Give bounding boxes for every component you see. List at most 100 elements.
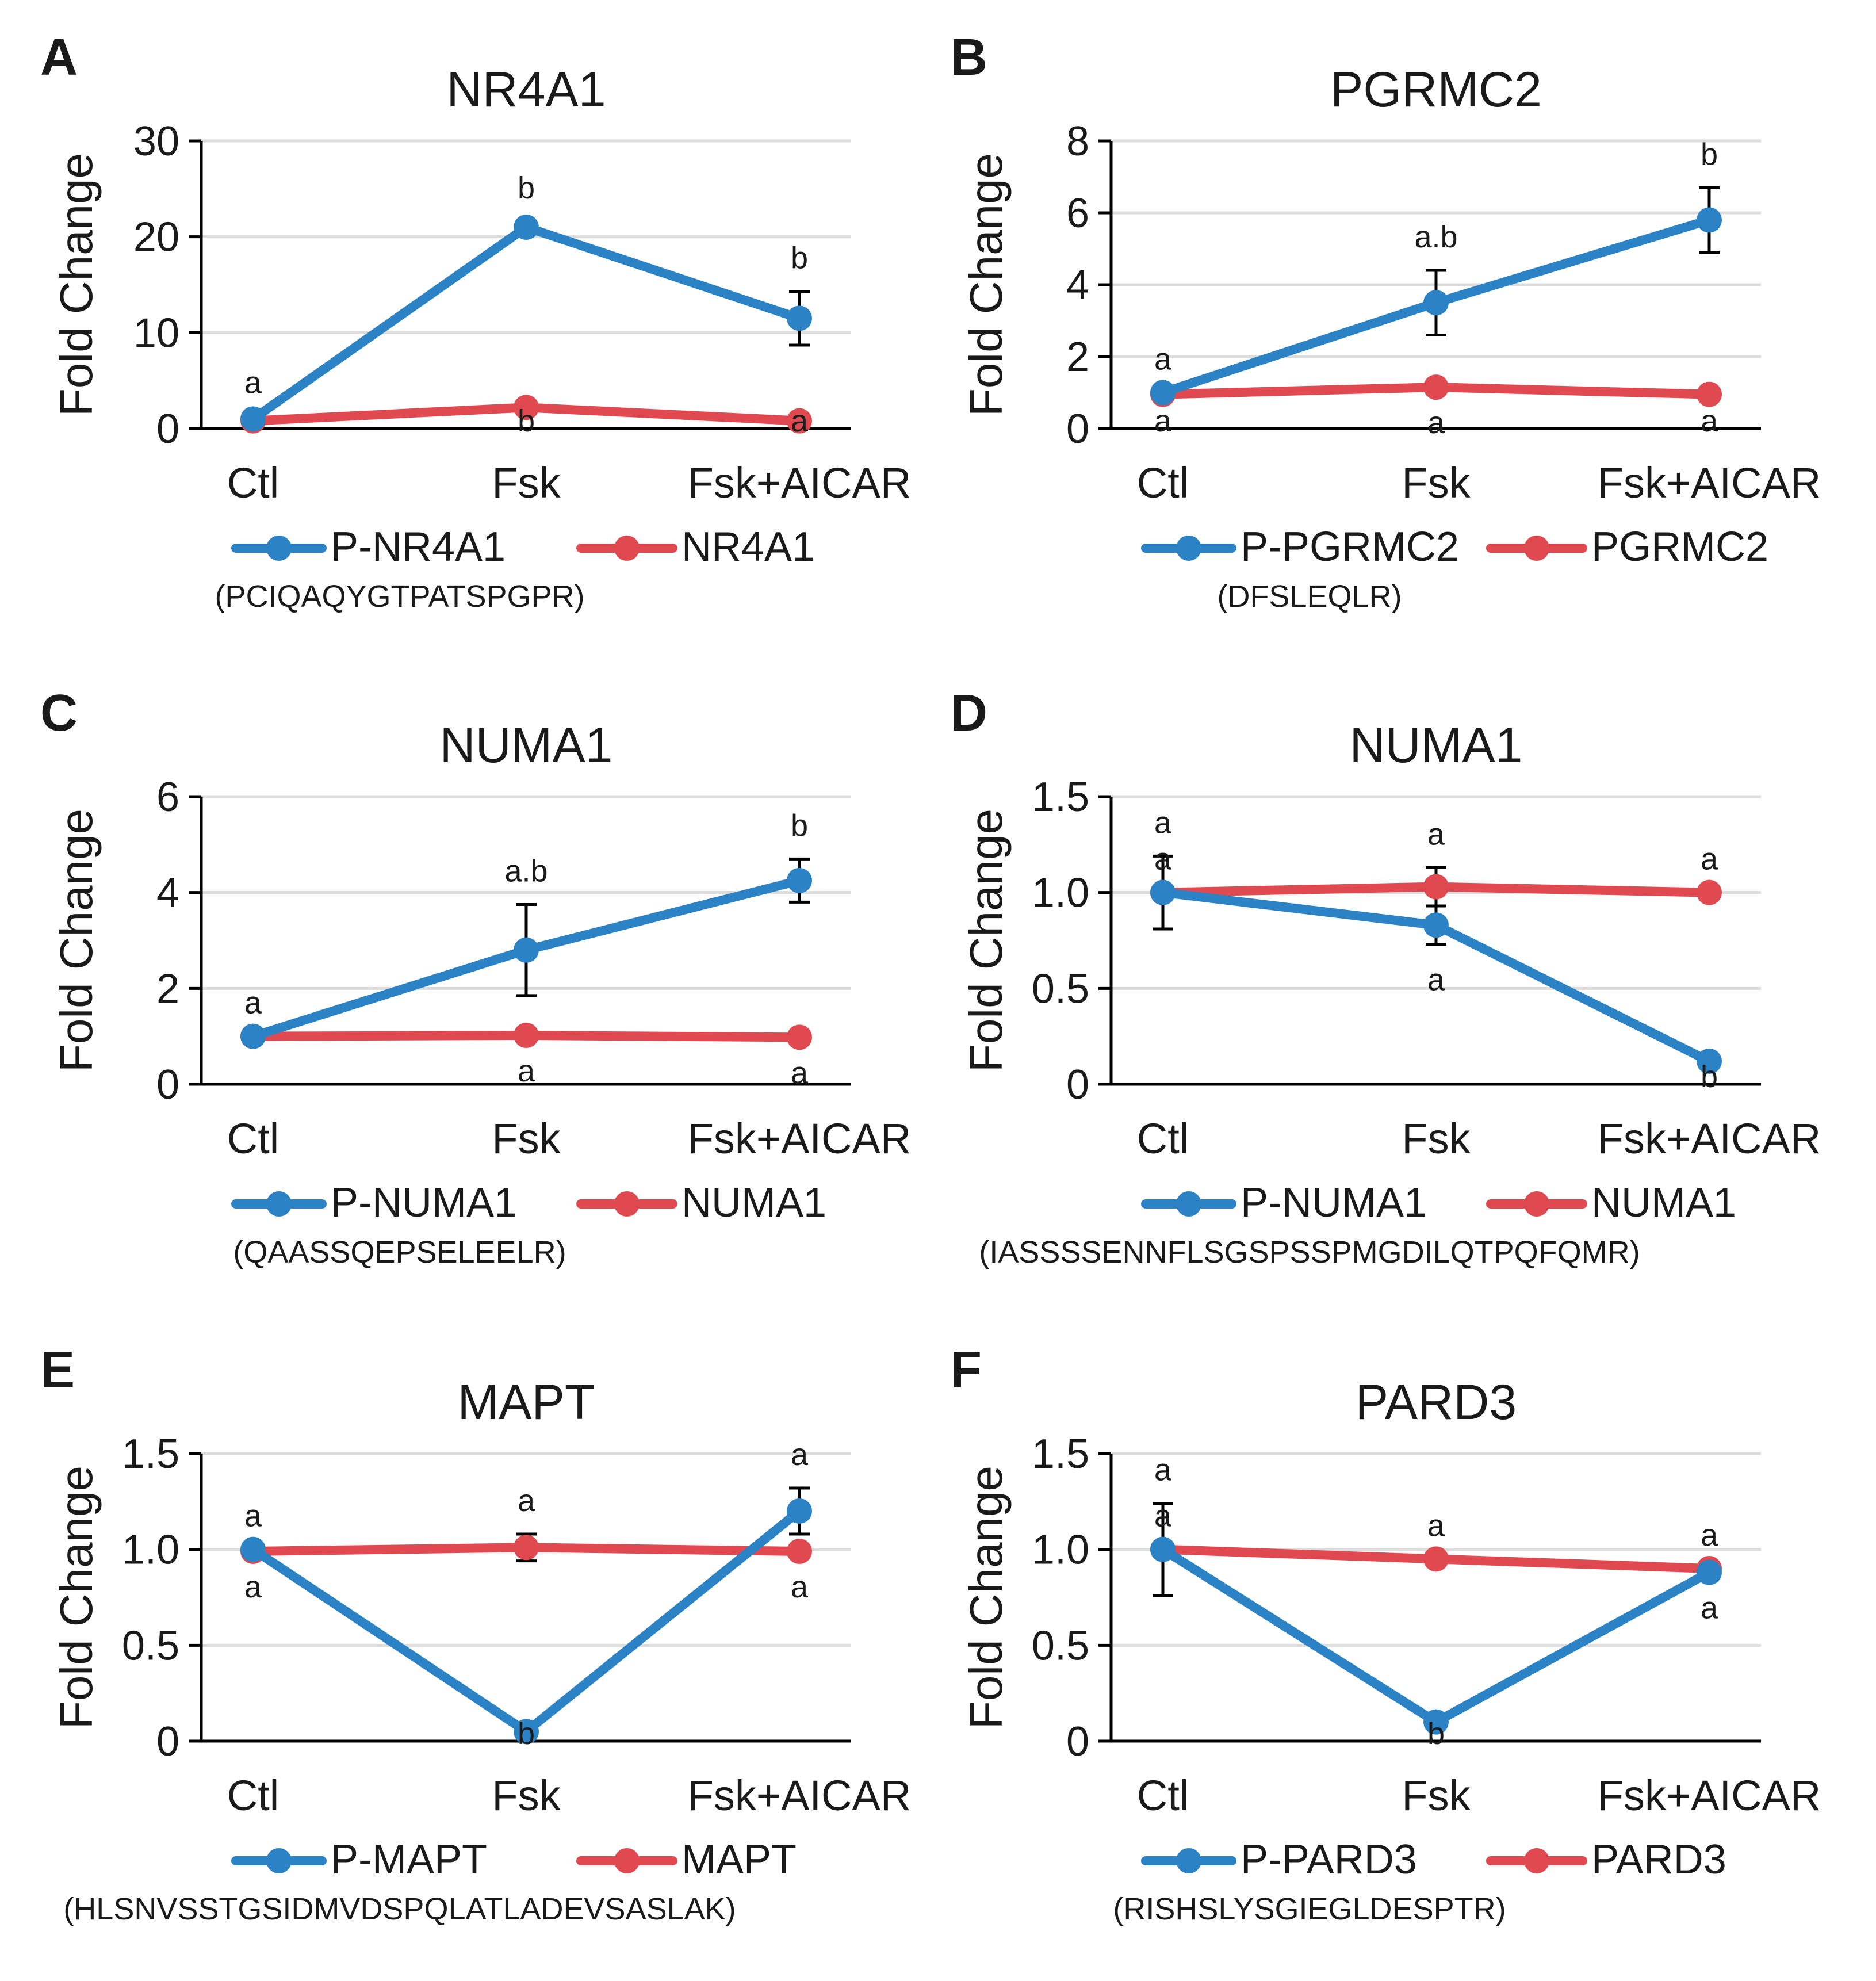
- chart-title: PGRMC2: [1330, 62, 1542, 117]
- x-tick-label: Fsk+AICAR: [688, 1772, 912, 1819]
- y-tick-label: 0: [1066, 1062, 1089, 1108]
- data-point: [240, 1023, 266, 1049]
- y-tick-label: 1.5: [122, 1431, 179, 1477]
- x-tick-label: Fsk: [1402, 1772, 1471, 1819]
- x-tick-label: Ctl: [227, 1772, 279, 1819]
- legend-marker-protein: [1524, 1191, 1549, 1217]
- y-axis-label: Fold Change: [960, 1466, 1012, 1729]
- legend-marker-protein: [614, 1191, 640, 1217]
- data-point: [514, 1535, 539, 1561]
- legend-label-phospho: P-NR4A1: [331, 524, 506, 570]
- peptide-sequence: (RISHSLYSGIEGLDESPTR): [1113, 1892, 1506, 1926]
- significance-label: a: [1154, 1499, 1172, 1533]
- x-tick-label: Fsk+AICAR: [1598, 459, 1821, 507]
- x-tick-label: Ctl: [227, 1115, 279, 1162]
- chart-panel-c: C NUMA1 0 2 4 6 Fold Change Ctl Fsk Fsk+AICAR a a.b…: [40, 684, 911, 1269]
- y-tick-label: 0.5: [122, 1623, 179, 1669]
- peptide-sequence: (PCIQAQYGTPATSPGPR): [215, 579, 584, 614]
- y-tick-label: 0.5: [1032, 1623, 1089, 1669]
- chart-panel-e: E MAPT 0 0.5 1.0 1.5 Fold Change Ctl Fsk Fsk+AICA…: [40, 1341, 911, 1926]
- significance-label: a: [1701, 1518, 1718, 1552]
- chart-panel-a: A NR4A1 0 10 20 30 Fold Change Ctl Fsk Fsk+AICAR a…: [40, 29, 911, 614]
- significance-label: a: [1154, 805, 1172, 840]
- y-axis-label: Fold Change: [51, 153, 102, 416]
- peptide-sequence: (IASSSSENNFLSGSPSSPMGDILQTPQFQMR): [979, 1235, 1640, 1269]
- significance-label: b: [1701, 1060, 1718, 1094]
- legend-label-protein: PGRMC2: [1591, 524, 1768, 570]
- y-tick-label: 1.0: [122, 1527, 179, 1573]
- legend-label-protein: NR4A1: [682, 524, 815, 570]
- x-tick-label: Fsk+AICAR: [688, 1115, 912, 1162]
- legend-marker-protein: [614, 1848, 640, 1873]
- chart-panel-d: D NUMA1 0 0.5 1.0 1.5 Fold Change Ctl Fsk Fsk+AIC…: [950, 684, 1821, 1269]
- significance-label: b: [1701, 137, 1718, 171]
- panel-letter: A: [40, 29, 78, 86]
- legend-marker-protein: [614, 536, 640, 561]
- data-point: [240, 1536, 266, 1562]
- y-tick-label: 2: [156, 966, 179, 1012]
- data-point: [1423, 374, 1449, 400]
- y-tick-label: 30: [133, 118, 179, 165]
- y-axis-label: Fold Change: [960, 809, 1012, 1072]
- panel-letter: F: [950, 1341, 982, 1399]
- data-point: [787, 1539, 812, 1564]
- legend-marker-phospho: [266, 1191, 292, 1217]
- panel-letter: B: [950, 29, 987, 86]
- panel-letter: C: [40, 684, 78, 742]
- data-point: [514, 395, 539, 420]
- significance-label: a: [1154, 342, 1172, 377]
- significance-label: b: [791, 808, 808, 843]
- legend-label-phospho: P-NUMA1: [1241, 1180, 1427, 1226]
- legend-label-phospho: P-NUMA1: [331, 1180, 517, 1226]
- significance-label: a: [791, 1570, 809, 1604]
- legend-marker-phospho: [1176, 1848, 1201, 1873]
- x-tick-label: Ctl: [227, 459, 279, 507]
- significance-label: a: [1701, 404, 1718, 438]
- series-line-phospho: [1158, 1544, 1714, 1727]
- significance-label: a: [791, 404, 809, 438]
- y-tick-label: 20: [133, 215, 179, 261]
- significance-label: a: [244, 1499, 262, 1533]
- significance-label: b: [1427, 1716, 1445, 1751]
- significance-label: b: [518, 1716, 535, 1751]
- y-tick-label: 6: [1066, 190, 1089, 236]
- x-tick-label: Fsk: [492, 459, 561, 507]
- data-point: [787, 1024, 812, 1050]
- legend-marker-phospho: [266, 536, 292, 561]
- x-tick-label: Fsk: [492, 1115, 561, 1162]
- panel-letter: D: [950, 684, 987, 742]
- significance-label: a: [1154, 404, 1172, 438]
- significance-label: a: [791, 1437, 809, 1472]
- data-point: [787, 305, 812, 331]
- significance-label: a: [1701, 842, 1718, 877]
- y-axis-label: Fold Change: [51, 809, 102, 1072]
- y-tick-label: 0: [156, 1719, 179, 1765]
- y-tick-label: 0: [1066, 406, 1089, 452]
- chart-title: NR4A1: [446, 62, 606, 117]
- significance-label: a: [1427, 817, 1445, 851]
- x-tick-label: Fsk+AICAR: [688, 459, 912, 507]
- y-tick-label: 0: [156, 406, 179, 452]
- data-point: [1150, 1536, 1176, 1562]
- significance-label: b: [518, 404, 535, 438]
- significance-label: a: [244, 1570, 262, 1604]
- data-point: [1697, 1559, 1722, 1585]
- y-tick-label: 0: [156, 1062, 179, 1108]
- y-tick-label: 2: [1066, 334, 1089, 380]
- significance-label: a: [244, 986, 262, 1020]
- legend-label-protein: NUMA1: [1591, 1180, 1736, 1226]
- significance-label: a: [1427, 1508, 1445, 1543]
- significance-label: a: [244, 365, 262, 400]
- y-tick-label: 0: [1066, 1719, 1089, 1765]
- significance-label: a: [1154, 1453, 1172, 1487]
- significance-label: b: [791, 241, 808, 276]
- significance-label: a: [1427, 406, 1445, 440]
- chart-title: MAPT: [458, 1375, 595, 1430]
- series-line-phospho: [248, 223, 804, 424]
- legend-label-protein: NUMA1: [682, 1180, 826, 1226]
- significance-label: a: [244, 986, 262, 1020]
- significance-label: a: [1154, 842, 1172, 877]
- significance-label: b: [518, 171, 535, 205]
